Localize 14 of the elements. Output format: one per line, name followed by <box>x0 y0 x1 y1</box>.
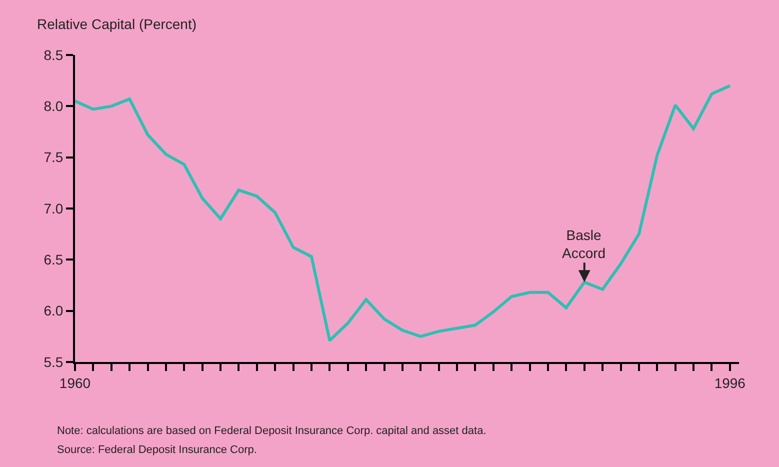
source-note: Source: Federal Deposit Insurance Corp. <box>57 444 257 456</box>
y-tick-label: 8.0 <box>44 98 64 114</box>
x-tick-label: 1996 <box>714 374 746 391</box>
y-tick-label: 8.5 <box>44 46 64 63</box>
y-tick-label: 5.5 <box>44 354 64 370</box>
y-tick-label: 7.5 <box>44 149 64 166</box>
annotation: Basle Accord <box>562 227 606 262</box>
y-tick-label: 6.5 <box>44 252 64 268</box>
line-series <box>75 84 732 342</box>
x-tick-label: 1960 <box>59 374 91 391</box>
y-axis-title: Relative Capital (Percent) <box>37 16 197 32</box>
y-tick-label: 7.0 <box>44 200 64 216</box>
y-tick-label: 6.0 <box>44 302 64 319</box>
text: Note: calculations are based on Federal Deposit Insurance Corp. capital and asset data. <box>57 425 486 437</box>
